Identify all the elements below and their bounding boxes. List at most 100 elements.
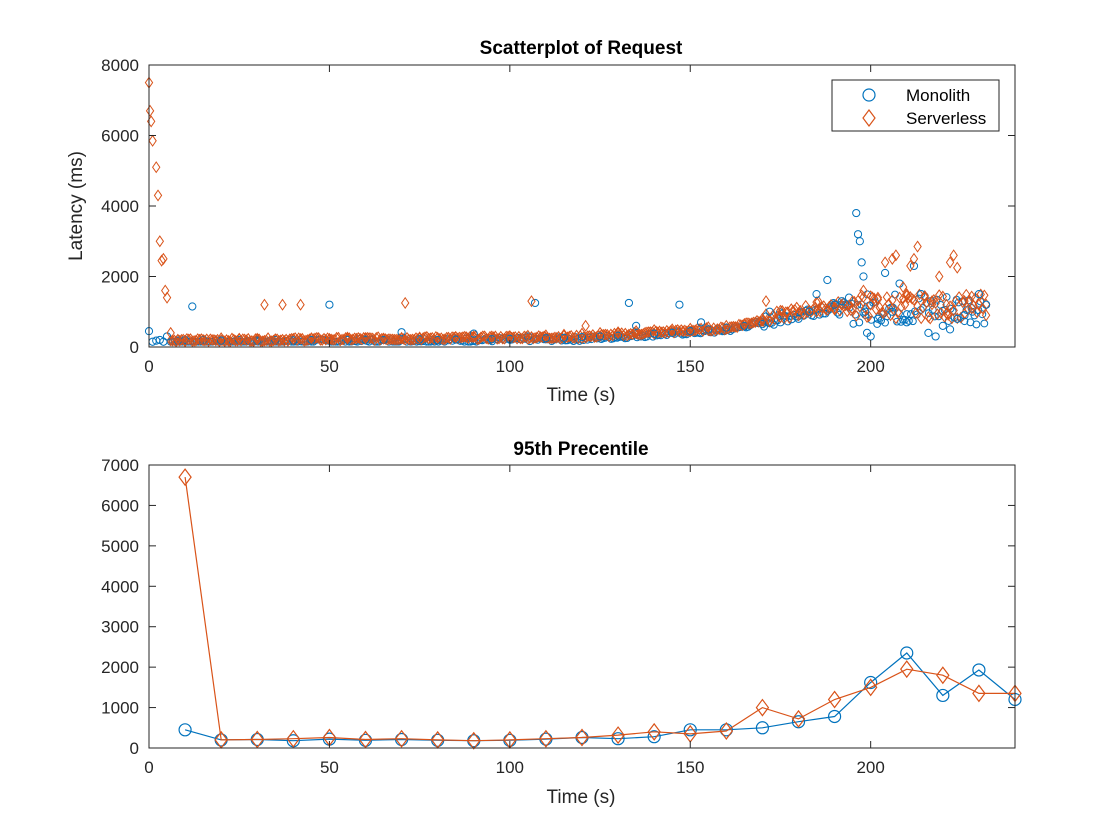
- serverless-point: [274, 334, 284, 347]
- serverless-point: [935, 270, 944, 283]
- serverless-point: [523, 329, 533, 342]
- serverless-point: [476, 331, 486, 344]
- serverless-marker: [863, 678, 878, 697]
- serverless-point: [170, 334, 179, 347]
- serverless-point: [206, 333, 215, 346]
- monolith-point: [861, 307, 870, 316]
- legend-serverless-marker: [862, 109, 876, 127]
- serverless-point: [936, 307, 946, 319]
- serverless-point: [399, 333, 408, 345]
- serverless-point: [260, 334, 269, 347]
- scatter-title: Scatterplot of Request: [480, 38, 683, 59]
- serverless-point: [447, 331, 457, 343]
- monolith-point: [675, 300, 684, 309]
- monolith-point: [613, 331, 623, 340]
- monolith-point: [325, 300, 334, 309]
- serverless-point: [152, 161, 161, 174]
- serverless-point: [848, 295, 857, 308]
- serverless-point: [361, 332, 370, 345]
- serverless-point: [296, 298, 305, 311]
- serverless-point: [714, 323, 724, 336]
- serverless-point: [458, 331, 468, 343]
- serverless-point: [581, 319, 590, 332]
- monolith-point: [931, 332, 940, 341]
- serverless-point: [278, 298, 287, 311]
- serverless-point: [433, 331, 442, 344]
- scatter-x-axis-label: Time (s): [547, 385, 616, 406]
- serverless-point: [920, 291, 929, 304]
- serverless-point: [848, 303, 857, 315]
- serverless-point: [971, 292, 980, 304]
- scatter-y-tick-label: 8000: [101, 56, 139, 75]
- serverless-point: [873, 291, 883, 304]
- monolith-point: [909, 261, 919, 271]
- serverless-point: [925, 312, 935, 325]
- scatter-x-tick-label: 150: [676, 357, 704, 376]
- serverless-point: [909, 252, 919, 265]
- monolith-point: [855, 318, 864, 327]
- monolith-point: [849, 319, 858, 328]
- serverless-point: [435, 333, 444, 345]
- serverless-point: [933, 308, 942, 321]
- monolith-marker: [936, 688, 950, 703]
- serverless-point: [758, 312, 767, 325]
- serverless-point: [386, 333, 395, 346]
- scatter-y-tick-label: 2000: [101, 268, 139, 287]
- serverless-point: [953, 312, 962, 325]
- monolith-point: [696, 318, 706, 327]
- monolith-marker: [972, 663, 986, 677]
- serverless-point: [559, 328, 569, 341]
- monolith-point: [924, 328, 933, 337]
- serverless-point: [907, 293, 917, 305]
- serverless-point: [927, 295, 937, 308]
- monolith-point: [469, 329, 478, 338]
- serverless-point: [888, 252, 897, 265]
- serverless-point: [157, 254, 166, 267]
- serverless-point: [974, 298, 984, 311]
- monolith-point: [960, 311, 969, 320]
- serverless-point: [538, 331, 547, 344]
- monolith-point: [397, 328, 406, 337]
- monolith-point: [857, 258, 866, 267]
- serverless-point: [220, 335, 229, 348]
- serverless-point: [859, 284, 868, 297]
- serverless-point: [377, 332, 386, 345]
- percentile-subplot: 95th Precentile 0 50 100 150 200010002000300…: [101, 439, 1022, 808]
- serverless-point: [395, 333, 404, 346]
- monolith-point: [855, 237, 864, 246]
- monolith-point: [765, 307, 774, 316]
- monolith-marker: [611, 732, 625, 746]
- monolith-marker: [647, 730, 661, 744]
- serverless-point: [900, 298, 910, 311]
- serverless-point: [180, 334, 190, 347]
- serverless-point: [866, 298, 875, 311]
- monolith-point: [837, 297, 846, 306]
- serverless-point: [938, 290, 948, 303]
- serverless-point: [981, 309, 991, 322]
- serverless-point: [841, 299, 850, 312]
- serverless-point: [550, 331, 560, 344]
- serverless-point: [668, 323, 677, 336]
- serverless-point: [864, 310, 874, 323]
- serverless-point: [658, 325, 668, 338]
- legend-serverless-label: Serverless: [906, 109, 986, 128]
- percentile-x-tick-label: 50: [320, 758, 339, 777]
- serverless-point: [785, 312, 794, 325]
- percentile-y-tick-label: 1000: [101, 699, 139, 718]
- monolith-point: [852, 208, 861, 218]
- serverless-point: [664, 326, 673, 339]
- serverless-point: [769, 309, 778, 321]
- serverless-point: [898, 280, 908, 294]
- serverless-point: [776, 304, 785, 317]
- monolith-point: [650, 329, 659, 338]
- monolith-point: [632, 321, 641, 330]
- monolith-point: [812, 290, 821, 299]
- serverless-point: [467, 331, 477, 343]
- serverless-point: [577, 327, 587, 340]
- serverless-point: [884, 297, 893, 310]
- serverless-point: [931, 297, 940, 309]
- serverless-point: [776, 310, 785, 324]
- serverless-point: [400, 296, 410, 310]
- monolith-marker: [827, 709, 842, 724]
- monolith-point: [902, 318, 911, 327]
